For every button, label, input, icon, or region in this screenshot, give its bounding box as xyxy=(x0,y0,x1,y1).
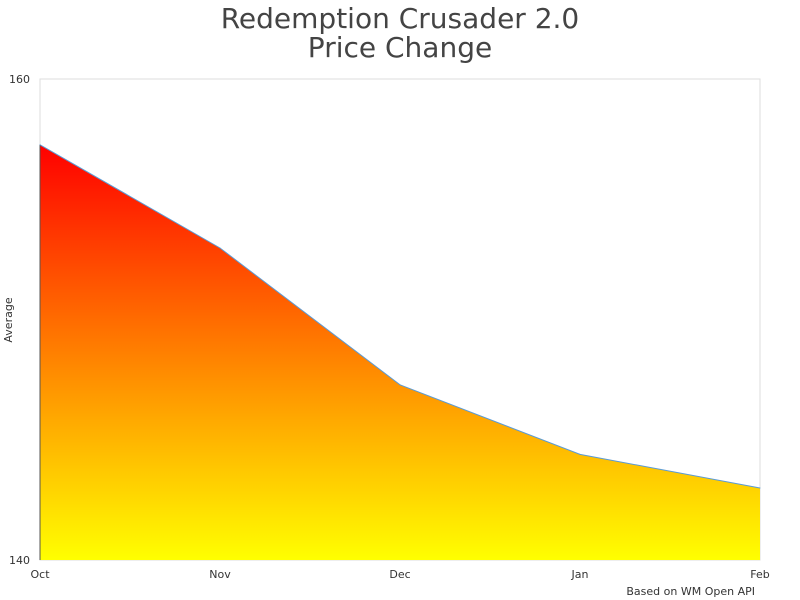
x-tick-label: Jan xyxy=(571,568,589,581)
y-tick-label: 140 xyxy=(9,554,30,567)
x-tick-label: Feb xyxy=(750,568,769,581)
chart-title-line-1: Redemption Crusader 2.0 xyxy=(221,2,580,35)
y-axis-label: Average xyxy=(2,297,15,342)
chart-title-line-2: Price Change xyxy=(308,31,492,64)
data-point-feb xyxy=(759,487,761,489)
x-tick-label: Dec xyxy=(389,568,410,581)
y-tick-label: 160 xyxy=(9,73,30,86)
data-point-jan xyxy=(579,453,581,455)
credit-text: Based on WM Open API xyxy=(626,585,755,598)
data-point-nov xyxy=(219,247,221,249)
data-point-dec xyxy=(399,384,401,386)
x-tick-label: Nov xyxy=(209,568,231,581)
data-point-oct xyxy=(39,144,41,146)
x-tick-label: Oct xyxy=(30,568,50,581)
